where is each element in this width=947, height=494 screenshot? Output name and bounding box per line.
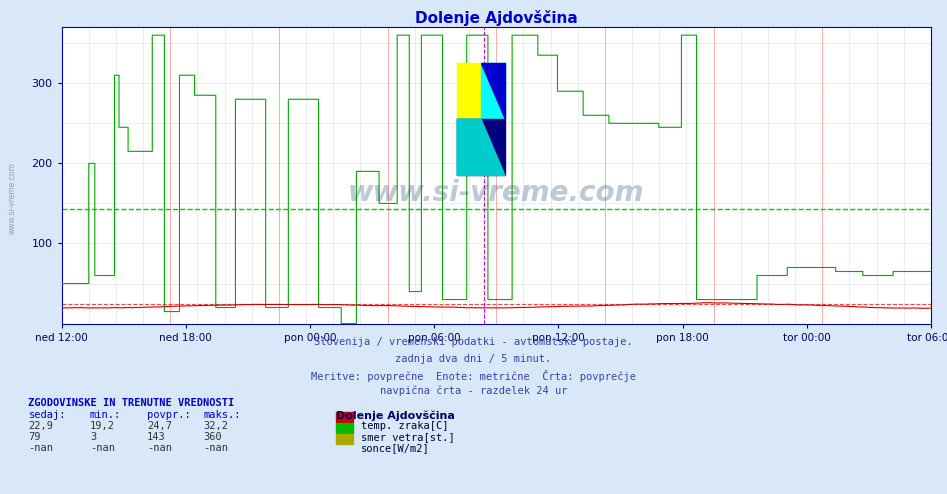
Text: -nan: -nan — [90, 443, 115, 453]
Text: maks.:: maks.: — [204, 410, 241, 420]
Text: 22,9: 22,9 — [28, 421, 53, 431]
Bar — [481, 63, 505, 119]
Text: Slovenija / vremenski podatki - avtomatske postaje.: Slovenija / vremenski podatki - avtomats… — [314, 337, 633, 347]
Text: 360: 360 — [204, 432, 223, 442]
Text: 79: 79 — [28, 432, 41, 442]
Text: -nan: -nan — [204, 443, 228, 453]
Text: navpična črta - razdelek 24 ur: navpična črta - razdelek 24 ur — [380, 385, 567, 396]
Bar — [457, 119, 505, 175]
Text: ZGODOVINSKE IN TRENUTNE VREDNOSTI: ZGODOVINSKE IN TRENUTNE VREDNOSTI — [28, 398, 235, 408]
Text: -nan: -nan — [147, 443, 171, 453]
Bar — [457, 63, 481, 119]
Text: temp. zraka[C]: temp. zraka[C] — [361, 421, 448, 431]
Text: sedaj:: sedaj: — [28, 410, 66, 420]
Text: 24,7: 24,7 — [147, 421, 171, 431]
Text: smer vetra[st.]: smer vetra[st.] — [361, 432, 455, 442]
Text: povpr.:: povpr.: — [147, 410, 190, 420]
Text: sonce[W/m2]: sonce[W/m2] — [361, 443, 430, 453]
Text: www.si-vreme.com: www.si-vreme.com — [8, 162, 17, 234]
Title: Dolenje Ajdovščina: Dolenje Ajdovščina — [415, 10, 578, 26]
Polygon shape — [457, 119, 505, 175]
Text: 143: 143 — [147, 432, 166, 442]
Text: 32,2: 32,2 — [204, 421, 228, 431]
Text: 3: 3 — [90, 432, 97, 442]
Text: -nan: -nan — [28, 443, 53, 453]
Text: Dolenje Ajdovščina: Dolenje Ajdovščina — [336, 410, 456, 420]
Text: www.si-vreme.com: www.si-vreme.com — [348, 179, 645, 207]
Polygon shape — [481, 63, 505, 119]
Text: min.:: min.: — [90, 410, 121, 420]
Text: 19,2: 19,2 — [90, 421, 115, 431]
Text: zadnja dva dni / 5 minut.: zadnja dva dni / 5 minut. — [396, 354, 551, 364]
Text: Meritve: povprečne  Enote: metrične  Črta: povprečje: Meritve: povprečne Enote: metrične Črta:… — [311, 370, 636, 381]
